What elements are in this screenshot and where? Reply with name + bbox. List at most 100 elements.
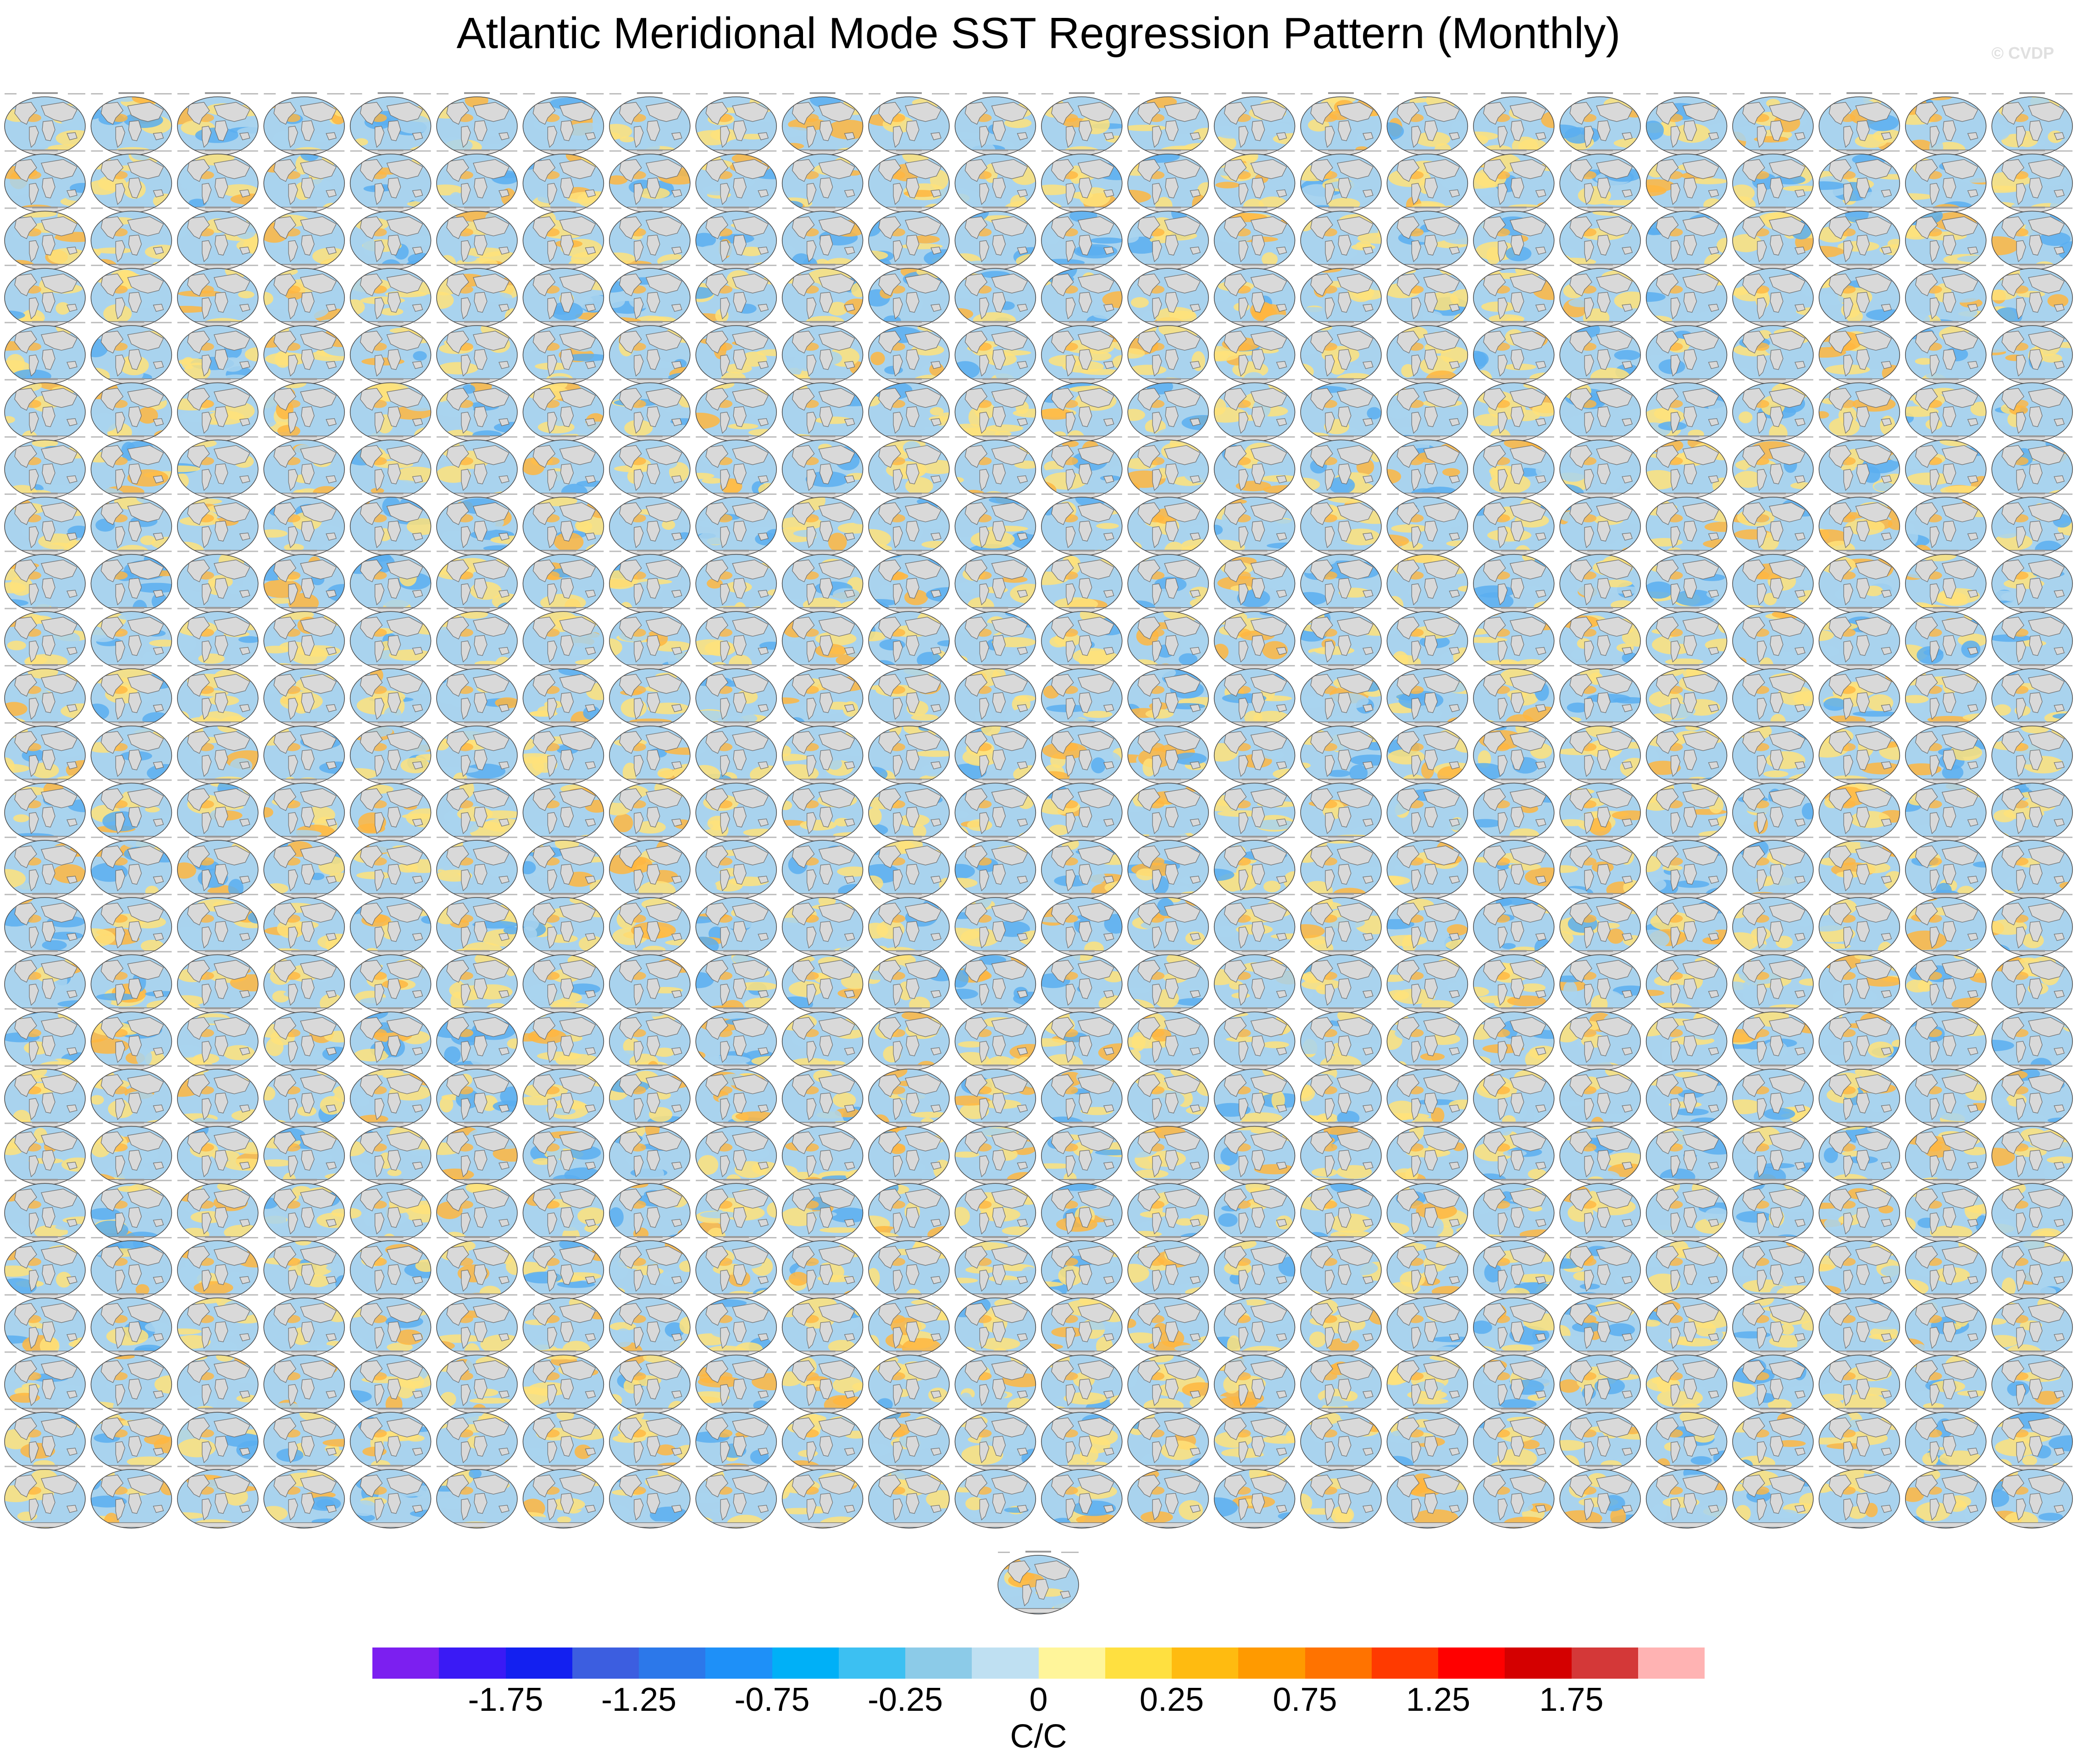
- map-panel: [522, 778, 604, 843]
- map-panel: [868, 149, 950, 213]
- map-panel: [1818, 264, 1900, 327]
- map-panel: [177, 1293, 259, 1357]
- map-panel: [1213, 435, 1296, 499]
- map-panel: [695, 893, 777, 957]
- colorbar-swatch: [1105, 1648, 1172, 1679]
- map-panel: [1645, 206, 1728, 271]
- map-panel: [1213, 149, 1296, 213]
- map-panel: [436, 1064, 518, 1128]
- map-panel: [1991, 664, 2073, 728]
- map-panel: [522, 149, 604, 213]
- map-panel: [4, 378, 86, 442]
- map-panel: [436, 950, 518, 1014]
- map-panel: [522, 836, 604, 899]
- map-panel: [1905, 1064, 1987, 1128]
- map-panel: [349, 321, 432, 385]
- map-panel: [609, 778, 691, 843]
- map-panel: [1127, 664, 1209, 728]
- map-panel: [436, 206, 518, 271]
- map-panel: [1041, 836, 1123, 899]
- chart-title: Atlantic Meridional Mode SST Regression …: [456, 9, 1621, 58]
- map-panel: [1559, 492, 1641, 556]
- map-panel: [1559, 607, 1641, 671]
- map-panel: [263, 549, 345, 614]
- map-panel: [177, 1121, 259, 1186]
- map-panel: [1645, 1121, 1728, 1186]
- map-panel: [90, 1007, 172, 1071]
- map-panel: [1991, 92, 2073, 156]
- map-panel: [868, 1064, 950, 1128]
- colorbar-ticks: -1.75 -1.25 -0.75 -0.25 0 0.25 0.75 1.25 1.75: [372, 1681, 1705, 1718]
- map-panel: [1905, 1236, 1987, 1300]
- map-panel: [954, 321, 1036, 385]
- map-panel: [1300, 1007, 1382, 1071]
- map-panel: [1559, 1293, 1641, 1357]
- map-panel: [868, 1179, 950, 1243]
- map-panel: [1473, 1350, 1555, 1415]
- map-panel: [1818, 149, 1900, 213]
- map-panel: [1386, 1236, 1468, 1300]
- map-panel: [349, 664, 432, 728]
- map-panel: [1818, 321, 1900, 385]
- map-panel: [349, 435, 432, 499]
- map-panel: [1127, 1007, 1209, 1071]
- map-panel: [1213, 721, 1296, 785]
- map-panel: [4, 836, 86, 899]
- colorbar-swatch: [838, 1648, 905, 1679]
- map-panel: [1732, 836, 1814, 899]
- map-panel: [1991, 549, 2073, 614]
- colorbar-tick-label: 0: [1029, 1681, 1048, 1718]
- map-panel: [1386, 435, 1468, 499]
- map-panel: [436, 378, 518, 442]
- map-panel: [1473, 836, 1555, 899]
- colorbar-swatch: [1038, 1648, 1105, 1679]
- map-panel: [1386, 836, 1468, 899]
- map-panel: [1300, 1350, 1382, 1415]
- map-panel: [263, 1007, 345, 1071]
- map-panel: [868, 721, 950, 785]
- map-panel: [1645, 607, 1728, 671]
- map-panel: [1818, 1121, 1900, 1186]
- map-panel: [1213, 836, 1296, 899]
- map-panel: [1041, 1236, 1123, 1300]
- map-panel: [609, 893, 691, 957]
- map-panel: [1386, 1293, 1468, 1357]
- map-panel: [349, 1350, 432, 1415]
- map-panel: [4, 778, 86, 843]
- map-panel: [1559, 206, 1641, 271]
- map-panel: [1818, 1064, 1900, 1128]
- map-panel: [1818, 1408, 1900, 1471]
- map-panel: [349, 1236, 432, 1300]
- map-panel: [781, 1179, 864, 1243]
- map-panel: [868, 1350, 950, 1415]
- map-panel: [1127, 1121, 1209, 1186]
- map-panel: [1300, 206, 1382, 271]
- map-panel: [1905, 378, 1987, 442]
- map-panel: [1732, 893, 1814, 957]
- map-panel: [1905, 778, 1987, 843]
- map-panel: [263, 893, 345, 957]
- map-panel: [1041, 1408, 1123, 1471]
- map-panel: [1818, 1007, 1900, 1071]
- map-panel: [695, 206, 777, 271]
- map-panel: [1300, 264, 1382, 327]
- map-panel: [522, 1464, 604, 1529]
- map-panel: [90, 492, 172, 556]
- map-panel: [90, 549, 172, 614]
- map-panel: [1213, 1064, 1296, 1128]
- map-panel: [349, 607, 432, 671]
- map-panel: [1645, 1408, 1728, 1471]
- map-panel: [781, 1007, 864, 1071]
- map-panel: [1386, 378, 1468, 442]
- colorbar-swatch: [505, 1648, 572, 1679]
- map-panel: [4, 435, 86, 499]
- map-panel: [1213, 778, 1296, 843]
- map-panel: [4, 1464, 86, 1529]
- map-panel: [1645, 1464, 1728, 1529]
- map-panel: [1645, 836, 1728, 899]
- map-panel: [349, 950, 432, 1014]
- map-panel: [1732, 1121, 1814, 1186]
- map-panel: [609, 378, 691, 442]
- map-panel: [177, 378, 259, 442]
- map-panel: [609, 549, 691, 614]
